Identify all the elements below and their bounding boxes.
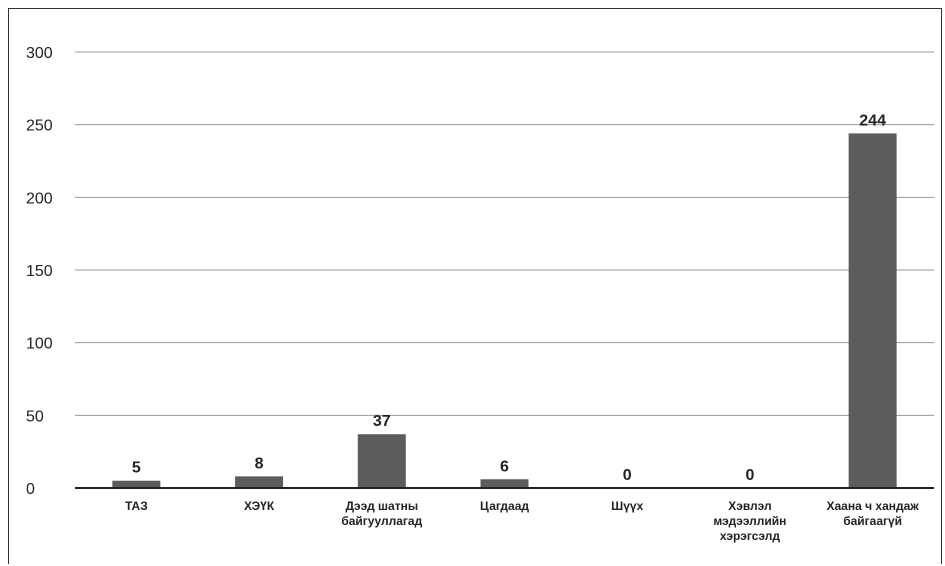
y-tick-label: 150 (26, 263, 53, 280)
data-label: 6 (500, 458, 509, 475)
y-tick-label: 50 (26, 408, 44, 425)
data-label: 0 (623, 467, 632, 484)
bars (112, 133, 897, 489)
x-category-label: Хэвлэл (728, 499, 771, 513)
x-category-label: ТАЗ (125, 499, 148, 513)
chart-frame (8, 8, 942, 564)
data-label: 0 (745, 467, 754, 484)
x-category-label: байгууллагад (341, 514, 422, 528)
x-category-label: ХЭҮК (244, 499, 275, 513)
y-axis: 0 50 100 150 200 250 300 (26, 45, 53, 498)
x-category-label: мэдээллийн (713, 514, 786, 528)
bar (112, 480, 161, 488)
bar (480, 479, 529, 488)
x-category-label: хэрэгсэлд (720, 529, 780, 543)
bar (848, 133, 897, 489)
x-category-label: Цагдаад (480, 499, 529, 513)
data-label: 37 (373, 413, 391, 430)
y-tick-label: 300 (26, 45, 53, 62)
data-labels: 5 8 37 6 0 0 244 (132, 112, 886, 484)
x-category-label: Шүүх (611, 499, 643, 513)
y-tick-label: 200 (26, 190, 53, 207)
bar (235, 476, 284, 488)
y-tick-label: 250 (26, 118, 53, 135)
x-category-label: Хаана ч хандаж (826, 499, 919, 513)
data-label: 5 (132, 460, 141, 477)
x-category-label: Дээд шатны (345, 499, 418, 513)
y-tick-label: 0 (26, 481, 35, 498)
data-label: 244 (859, 112, 886, 129)
bar (357, 434, 406, 488)
x-category-label: байгаагүй (843, 514, 902, 528)
y-tick-label: 100 (26, 336, 53, 353)
data-label: 8 (255, 455, 264, 472)
grid-lines (75, 51, 934, 416)
